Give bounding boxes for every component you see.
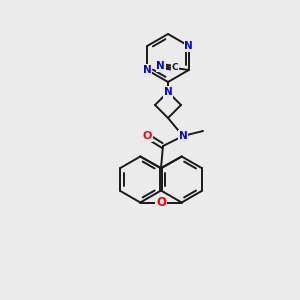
Text: O: O bbox=[156, 196, 166, 209]
Text: N: N bbox=[156, 61, 165, 71]
Text: N: N bbox=[178, 131, 188, 141]
Text: N: N bbox=[184, 41, 193, 51]
Text: N: N bbox=[164, 87, 172, 97]
Text: C: C bbox=[172, 64, 178, 73]
Text: N: N bbox=[143, 65, 152, 75]
Text: O: O bbox=[142, 131, 152, 141]
